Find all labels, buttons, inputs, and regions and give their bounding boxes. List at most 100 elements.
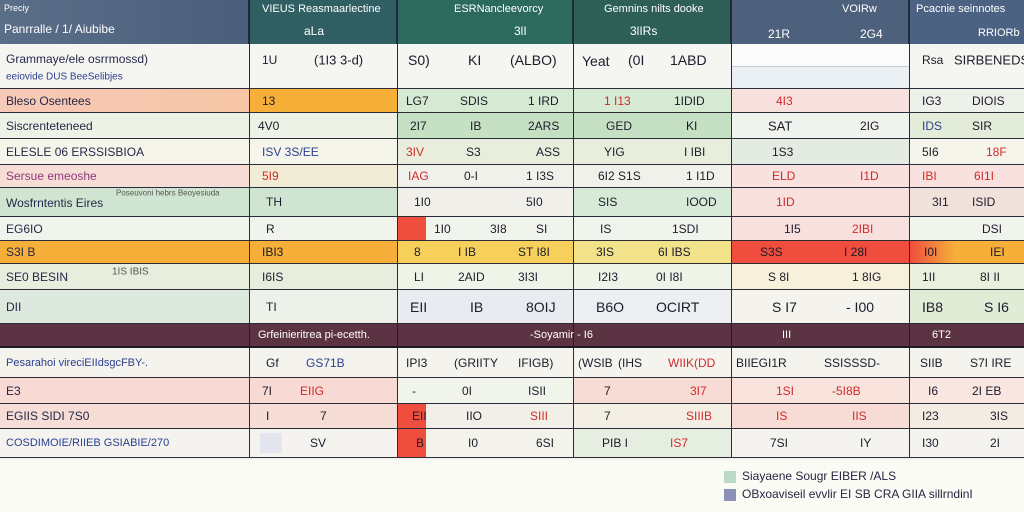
cell[interactable]: S I7 - I00 [732,290,910,323]
cell[interactable]: (WSIB (IHS WIIK(DD [574,348,732,377]
cell[interactable]: 4I3 [732,89,910,112]
cell[interactable]: 7 SIIIB [574,404,732,428]
cell[interactable]: Rsa SIRBENEDS [910,44,1024,88]
cell[interactable]: PIB I IS7 [574,429,732,457]
cell[interactable]: 1II 8I II [910,264,1024,289]
header-col-5[interactable]: VOIRw 21R 2G4 [732,0,910,44]
table-row[interactable]: ELESLE 06 ERSSISBIOA ISV 3S/EE 3IV S3 ASS … [0,139,1024,165]
cell[interactable]: 3IS 6I IBS [574,241,732,263]
cell[interactable]: SAT 2IG [732,113,910,138]
cell-value: 1I0 [434,221,451,236]
cell[interactable]: - 0I ISII [398,378,574,403]
table-row[interactable]: EG6IO R 1I0 3I8 SI IS 1SDI 1I5 2IBI DSI [0,217,1024,241]
cell[interactable]: 1S3 [732,139,910,164]
cell[interactable]: I0I IEI [910,241,1024,263]
header-col-3[interactable]: ESRNancleevorcy 3lI [398,0,574,44]
cell[interactable]: 1I0 3I8 SI [398,217,574,240]
cell[interactable]: LG7 SDIS 1 IRD [398,89,574,112]
cell[interactable]: Yeat (0I 1ABD [574,44,732,88]
table-row[interactable]: Wosfrntentis Eires Poseuvoni hebrs Beoye… [0,188,1024,217]
cell[interactable]: YIG I IBI [574,139,732,164]
cell-value: 7SI [770,436,789,450]
cell[interactable]: TI [250,290,398,323]
cell[interactable]: SV [250,429,398,457]
cell[interactable]: DSI [910,217,1024,240]
cell[interactable]: I6IS [250,264,398,289]
cell[interactable]: 1I0 5I0 [398,188,574,216]
cell[interactable]: LI 2AID 3I3I [398,264,574,289]
cell-value: IOOD [686,195,717,209]
cell[interactable]: TH [250,188,398,216]
cell[interactable]: SIS IOOD [574,188,732,216]
cell[interactable]: GED KI [574,113,732,138]
header-col-4[interactable]: Gemnins nilts dooke 3lIRs [574,0,732,44]
cell[interactable]: IDS SIR [910,113,1024,138]
table-row[interactable]: S3I B IBI3 8 I IB ST I8I 3IS 6I IBS S3S I 28… [0,241,1024,264]
cell[interactable]: 7SI IY [732,429,910,457]
cell[interactable]: IS 1SDI [574,217,732,240]
cell[interactable]: I6 2I EB [910,378,1024,403]
cell[interactable]: 7 3I7 [574,378,732,403]
cell[interactable]: 6I2 S1S 1 I1D [574,165,732,187]
cell[interactable]: 1I5 2IBI [732,217,910,240]
table-row[interactable]: DII TI EII IB 8OIJ B6O OCIRT S I7 - I00 IB8 S… [0,290,1024,324]
row-label-cell: S3I B [0,241,250,263]
cell[interactable]: Gf GS71B [250,348,398,377]
cell[interactable]: 5I6 18F [910,139,1024,164]
cell[interactable]: 7I EIIG [250,378,398,403]
cell[interactable]: IS IIS [732,404,910,428]
cell[interactable]: 1SI -5I8B [732,378,910,403]
cell[interactable]: S3S I 28I [732,241,910,263]
cell[interactable]: IG3 DIOIS [910,89,1024,112]
cell[interactable]: EII IB 8OIJ [398,290,574,323]
row-label: COSDIMOIE/RIIEB GSIABIE/270 [6,437,170,449]
header-col-2[interactable]: VIEUS Reasmaarlectine aLa [250,0,398,44]
cell[interactable]: IBI 6I1I [910,165,1024,187]
table-row[interactable]: COSDIMOIE/RIIEB GSIABIE/270 SV B I0 6SI PI… [0,429,1024,458]
table-row[interactable]: Pesarahoi vireciEIIdsgcFBY-. Gf GS71B IPI… [0,348,1024,378]
table-row[interactable]: Bleso Osentees 13 LG7 SDIS 1 IRD 1 I13 1IDI… [0,89,1024,113]
table-row[interactable]: SE0 BESIN 1IS IBIS I6IS LI 2AID 3I3I I2I3 0I… [0,264,1024,290]
header-col-6[interactable]: Pcacnie seinnotes RRIORb [910,0,1024,44]
cell[interactable]: EII IIO SIII [398,404,574,428]
cell[interactable]: IB8 S I6 [910,290,1024,323]
cell[interactable]: 3I1 ISID [910,188,1024,216]
table-row[interactable]: Siscrenteteneed 4V0 2I7 IB 2ARS GED KI SAT 2… [0,113,1024,139]
header-col-1[interactable]: Preciy Panrralle / 1/ Aiubibe [0,0,250,44]
cell[interactable]: 1 I13 1IDID [574,89,732,112]
table-row[interactable]: E3 7I EIIG - 0I ISII 7 3I7 1SI -5I8B I6 2I EB [0,378,1024,404]
cell[interactable]: 3IV S3 ASS [398,139,574,164]
cell[interactable]: S0) KI (ALBO) [398,44,574,88]
cell-value: 3I7 [690,383,707,398]
cell[interactable]: 2I7 IB 2ARS [398,113,574,138]
cell[interactable]: I23 3IS [910,404,1024,428]
cell[interactable] [732,44,910,88]
cell[interactable]: 13 [250,89,398,112]
section-header-cell [0,324,250,346]
cell[interactable]: IBI3 [250,241,398,263]
cell[interactable]: 8 I IB ST I8I [398,241,574,263]
cell[interactable]: 1ID [732,188,910,216]
table-row[interactable]: Sersue emeoshe 5I9 IAG 0-I 1 I3S 6I2 S1S 1 … [0,165,1024,188]
cell[interactable]: B6O OCIRT [574,290,732,323]
cell[interactable]: B I0 6SI [398,429,574,457]
cell[interactable]: 1U (1I3 3-d) [250,44,398,88]
row-label-cell: EGIIS SIDI 7S0 [0,404,250,428]
cell[interactable]: I30 2I [910,429,1024,457]
cell[interactable]: IPI3 (GRIITY IFIGB) [398,348,574,377]
row-label: Wosfrntentis Eires [6,196,104,210]
cell[interactable]: 5I9 [250,165,398,187]
cell[interactable]: 4V0 [250,113,398,138]
cell[interactable]: R [250,217,398,240]
cell[interactable]: IAG 0-I 1 I3S [398,165,574,187]
cell[interactable]: I2I3 0I I8I [574,264,732,289]
cell[interactable]: SIIB S7I IRE [910,348,1024,377]
table-row[interactable]: Grammaye/ele osrrmossd) eeiovide DUS Bee… [0,44,1024,89]
cell-value: S3 [466,144,481,159]
cell[interactable]: ISV 3S/EE [250,139,398,164]
cell[interactable]: S 8I 1 8IG [732,264,910,289]
cell[interactable]: BIIEGI1R SSISSSD- [732,348,910,377]
cell[interactable]: ELD I1D [732,165,910,187]
